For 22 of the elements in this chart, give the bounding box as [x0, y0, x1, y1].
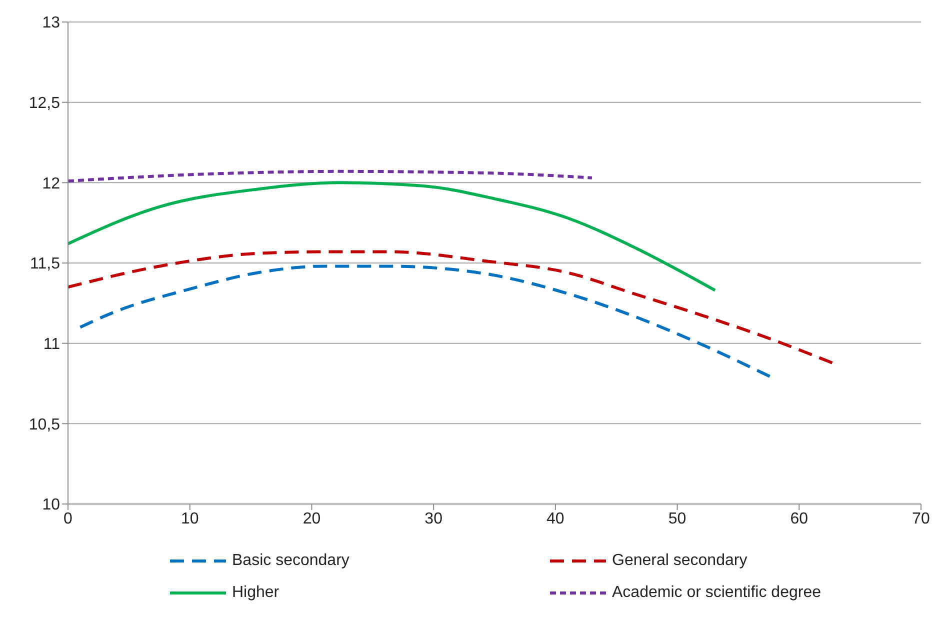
legend-label: Basic secondary [232, 552, 350, 570]
x-tick-label: 40 [546, 510, 564, 528]
line-series [68, 181, 717, 292]
x-tick-label: 10 [180, 510, 199, 528]
legend-label: Academic or scientific degree [612, 584, 821, 602]
legend-label: General secondary [612, 552, 748, 570]
y-tick-label: 10 [42, 496, 60, 514]
x-tick-label: 20 [302, 510, 321, 528]
line-series [68, 170, 594, 183]
x-tick-label: 60 [790, 510, 808, 528]
x-tick-label: 50 [668, 510, 686, 528]
line-series [78, 264, 773, 379]
y-tick-label: 11 [43, 336, 60, 354]
x-tick-label: 70 [912, 510, 930, 528]
y-tick-label: 12 [42, 175, 60, 192]
y-tick-label: 13 [42, 14, 60, 32]
x-tick-label: 30 [424, 510, 443, 528]
legend-label: Higher [232, 584, 280, 602]
y-tick-label: 11,5 [30, 256, 60, 273]
x-tick-label: 0 [64, 510, 73, 528]
y-tick-label: 12,5 [28, 95, 60, 112]
y-tick-label: 10,5 [28, 416, 60, 434]
